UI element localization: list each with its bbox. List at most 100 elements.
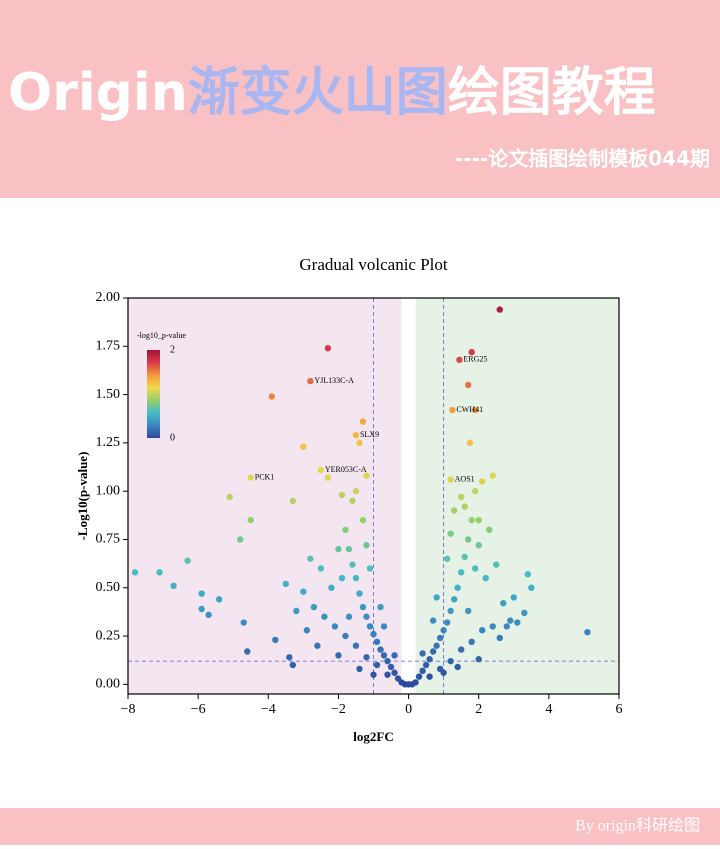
- point: [307, 555, 314, 562]
- point: [380, 623, 388, 630]
- footer-text: By origin科研绘图: [575, 817, 700, 835]
- point: [349, 561, 356, 568]
- point: [405, 681, 412, 688]
- y-tick-label: 1.50: [96, 387, 121, 402]
- annotation: PCK1: [255, 472, 275, 481]
- point: [338, 491, 346, 499]
- point: [317, 565, 325, 572]
- point: [521, 609, 528, 617]
- point: [429, 617, 437, 624]
- point: [377, 646, 384, 653]
- title-part: Origin: [8, 63, 188, 123]
- point: [391, 669, 398, 676]
- point: [184, 557, 191, 564]
- point: [373, 638, 381, 646]
- point: [384, 671, 391, 678]
- point: [352, 642, 360, 649]
- point: [237, 536, 244, 543]
- point: [352, 487, 360, 495]
- point: [370, 630, 377, 638]
- point: [380, 652, 388, 659]
- x-tick-label: −4: [261, 702, 276, 717]
- title-part: 绘图教程: [448, 63, 656, 123]
- point: [300, 588, 307, 595]
- x-tick-label: 0: [405, 702, 412, 717]
- point: [447, 657, 454, 665]
- point: [440, 669, 447, 676]
- point: [356, 665, 363, 673]
- point: [449, 406, 456, 414]
- annotation: ERG25: [463, 355, 487, 364]
- point: [363, 613, 370, 620]
- point: [335, 545, 342, 553]
- y-tick-label: 0.25: [96, 628, 121, 643]
- footer-band: [0, 808, 720, 845]
- point: [475, 656, 482, 663]
- point: [468, 348, 475, 356]
- point: [500, 600, 507, 607]
- point: [443, 619, 451, 626]
- point: [303, 627, 311, 634]
- point: [352, 574, 360, 582]
- header-band: [0, 0, 720, 198]
- point: [479, 478, 486, 485]
- colorbar-title: -log10_p-value: [137, 331, 186, 340]
- point: [268, 393, 275, 400]
- colorbar-tick-label: 0: [170, 432, 175, 443]
- point: [373, 661, 381, 669]
- point: [170, 582, 177, 590]
- point: [433, 642, 440, 649]
- title-part: 渐变火山图: [188, 63, 448, 123]
- point: [419, 667, 426, 675]
- point: [429, 648, 437, 655]
- point: [510, 594, 517, 601]
- point: [422, 661, 430, 669]
- plot: Gradual volcanic Plot log2FC -Log10(p-valu…: [75, 255, 623, 744]
- header-subtitle: ----论文插图绘制模板044期: [455, 147, 710, 171]
- point: [391, 652, 398, 659]
- point: [331, 623, 339, 630]
- point: [394, 675, 402, 682]
- point: [359, 418, 367, 425]
- axes-frame: [127, 297, 620, 695]
- point: [528, 584, 535, 591]
- point: [468, 516, 475, 524]
- point: [356, 590, 363, 597]
- point: [342, 526, 349, 534]
- point: [345, 613, 353, 620]
- x-tick-label: −2: [331, 702, 346, 717]
- point: [436, 634, 444, 642]
- point: [300, 443, 307, 450]
- point: [450, 596, 458, 603]
- point: [131, 569, 139, 576]
- point: [363, 542, 370, 549]
- y-tick-label: 1.75: [96, 339, 121, 354]
- point: [349, 497, 356, 505]
- point: [454, 584, 461, 591]
- point: [461, 553, 468, 561]
- point: [447, 530, 454, 537]
- x-tick-label: −8: [121, 702, 136, 717]
- point: [366, 565, 374, 572]
- point: [240, 619, 247, 626]
- point: [226, 493, 233, 501]
- point: [156, 569, 163, 576]
- x-tick-label: 4: [545, 702, 552, 717]
- point: [524, 571, 532, 578]
- point: [317, 466, 325, 474]
- y-tick-label: 0.50: [96, 580, 121, 595]
- colorbar: [147, 350, 160, 438]
- point: [475, 542, 482, 549]
- point: [289, 497, 297, 505]
- point: [289, 661, 297, 669]
- point: [198, 590, 205, 597]
- point: [335, 652, 342, 659]
- point: [345, 545, 353, 553]
- point: [450, 507, 458, 514]
- point: [272, 636, 279, 644]
- x-tick-label: 2: [475, 702, 482, 717]
- point: [356, 439, 363, 447]
- point: [426, 656, 433, 663]
